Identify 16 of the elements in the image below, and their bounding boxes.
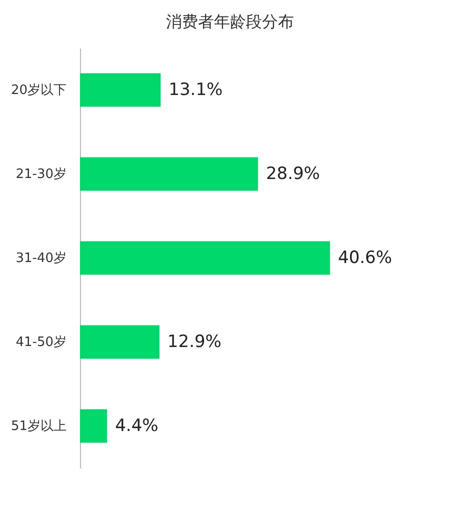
y-tick-label: 21-30岁	[16, 167, 66, 182]
chart-title: 消费者年龄段分布	[166, 12, 294, 31]
data-label: 13.1%	[168, 80, 223, 100]
y-tick-label: 51岁以上	[10, 419, 66, 434]
bar	[80, 409, 108, 443]
data-label: 4.4%	[115, 416, 158, 436]
data-label: 12.9%	[167, 332, 222, 352]
bar	[80, 325, 160, 359]
bar	[80, 157, 258, 191]
bar	[80, 241, 330, 275]
bar	[80, 73, 161, 107]
data-label: 28.9%	[266, 164, 320, 184]
y-tick-label: 31-40岁	[16, 251, 66, 266]
y-tick-label: 41-50岁	[16, 335, 66, 350]
y-tick-label: 20岁以下	[10, 83, 66, 98]
data-label: 40.6%	[338, 248, 392, 268]
